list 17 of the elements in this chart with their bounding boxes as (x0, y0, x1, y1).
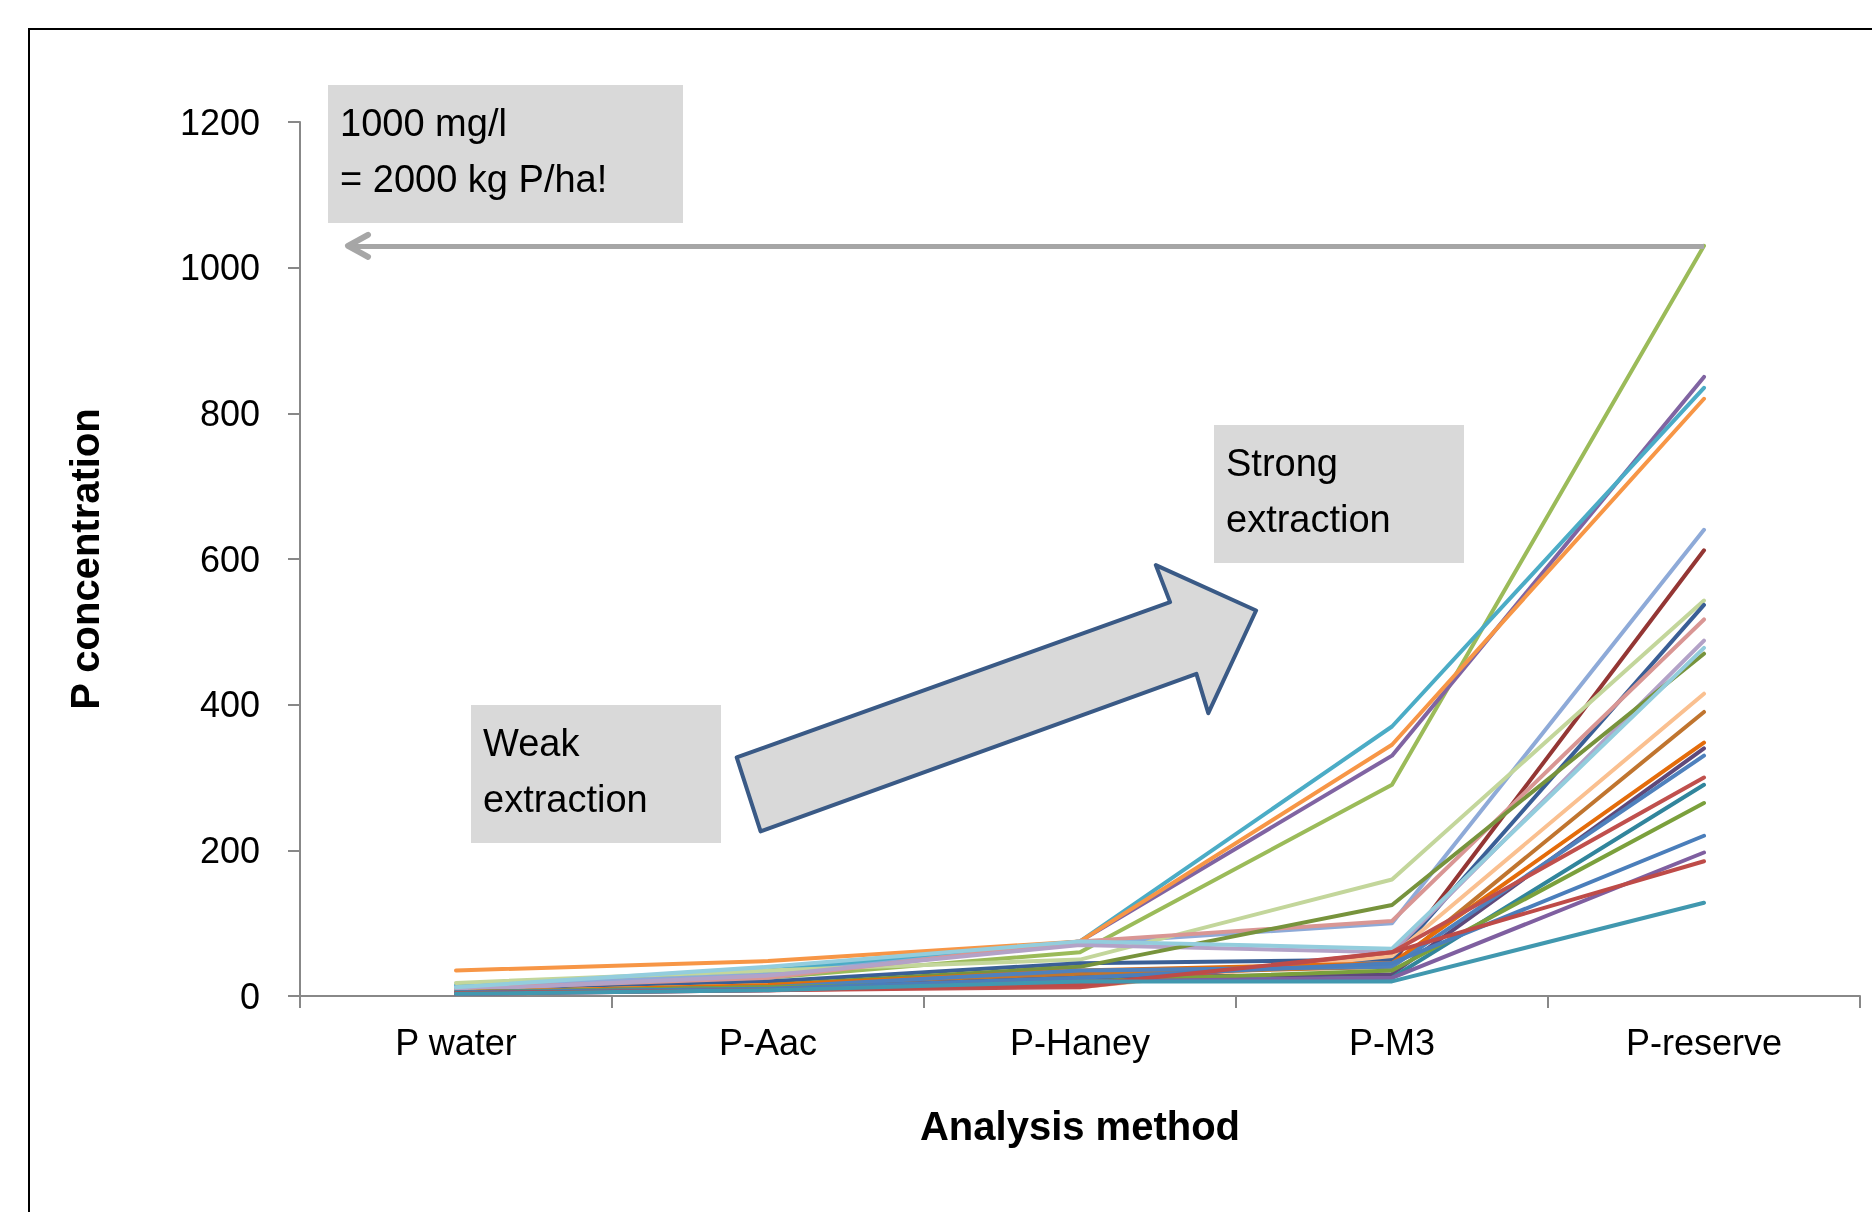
y-tick-label: 800 (199, 392, 260, 434)
y-tick-label: 600 (199, 538, 260, 580)
x-tick-label: P-reserve (1625, 1021, 1783, 1063)
x-tick-label: P-Haney (1009, 1021, 1151, 1063)
annotation: 1000 mg/l = 2000 kg P/ha! (328, 85, 683, 223)
annotation: Weak extraction (471, 705, 721, 843)
y-axis-title: P concentration (63, 408, 107, 710)
x-tick-label: P-Aac (718, 1021, 818, 1063)
y-tick-label: 200 (199, 829, 260, 871)
y-tick-label: 1000 (179, 247, 260, 289)
y-tick-label: 0 (239, 975, 260, 1017)
y-tick-label: 1200 (179, 101, 260, 143)
annotation: Strong extraction (1214, 425, 1464, 563)
y-tick-label: 400 (199, 684, 260, 726)
x-tick-label: P-M3 (1348, 1021, 1436, 1063)
x-tick-label: P water (395, 1021, 517, 1063)
x-axis-title: Analysis method (919, 1104, 1241, 1148)
